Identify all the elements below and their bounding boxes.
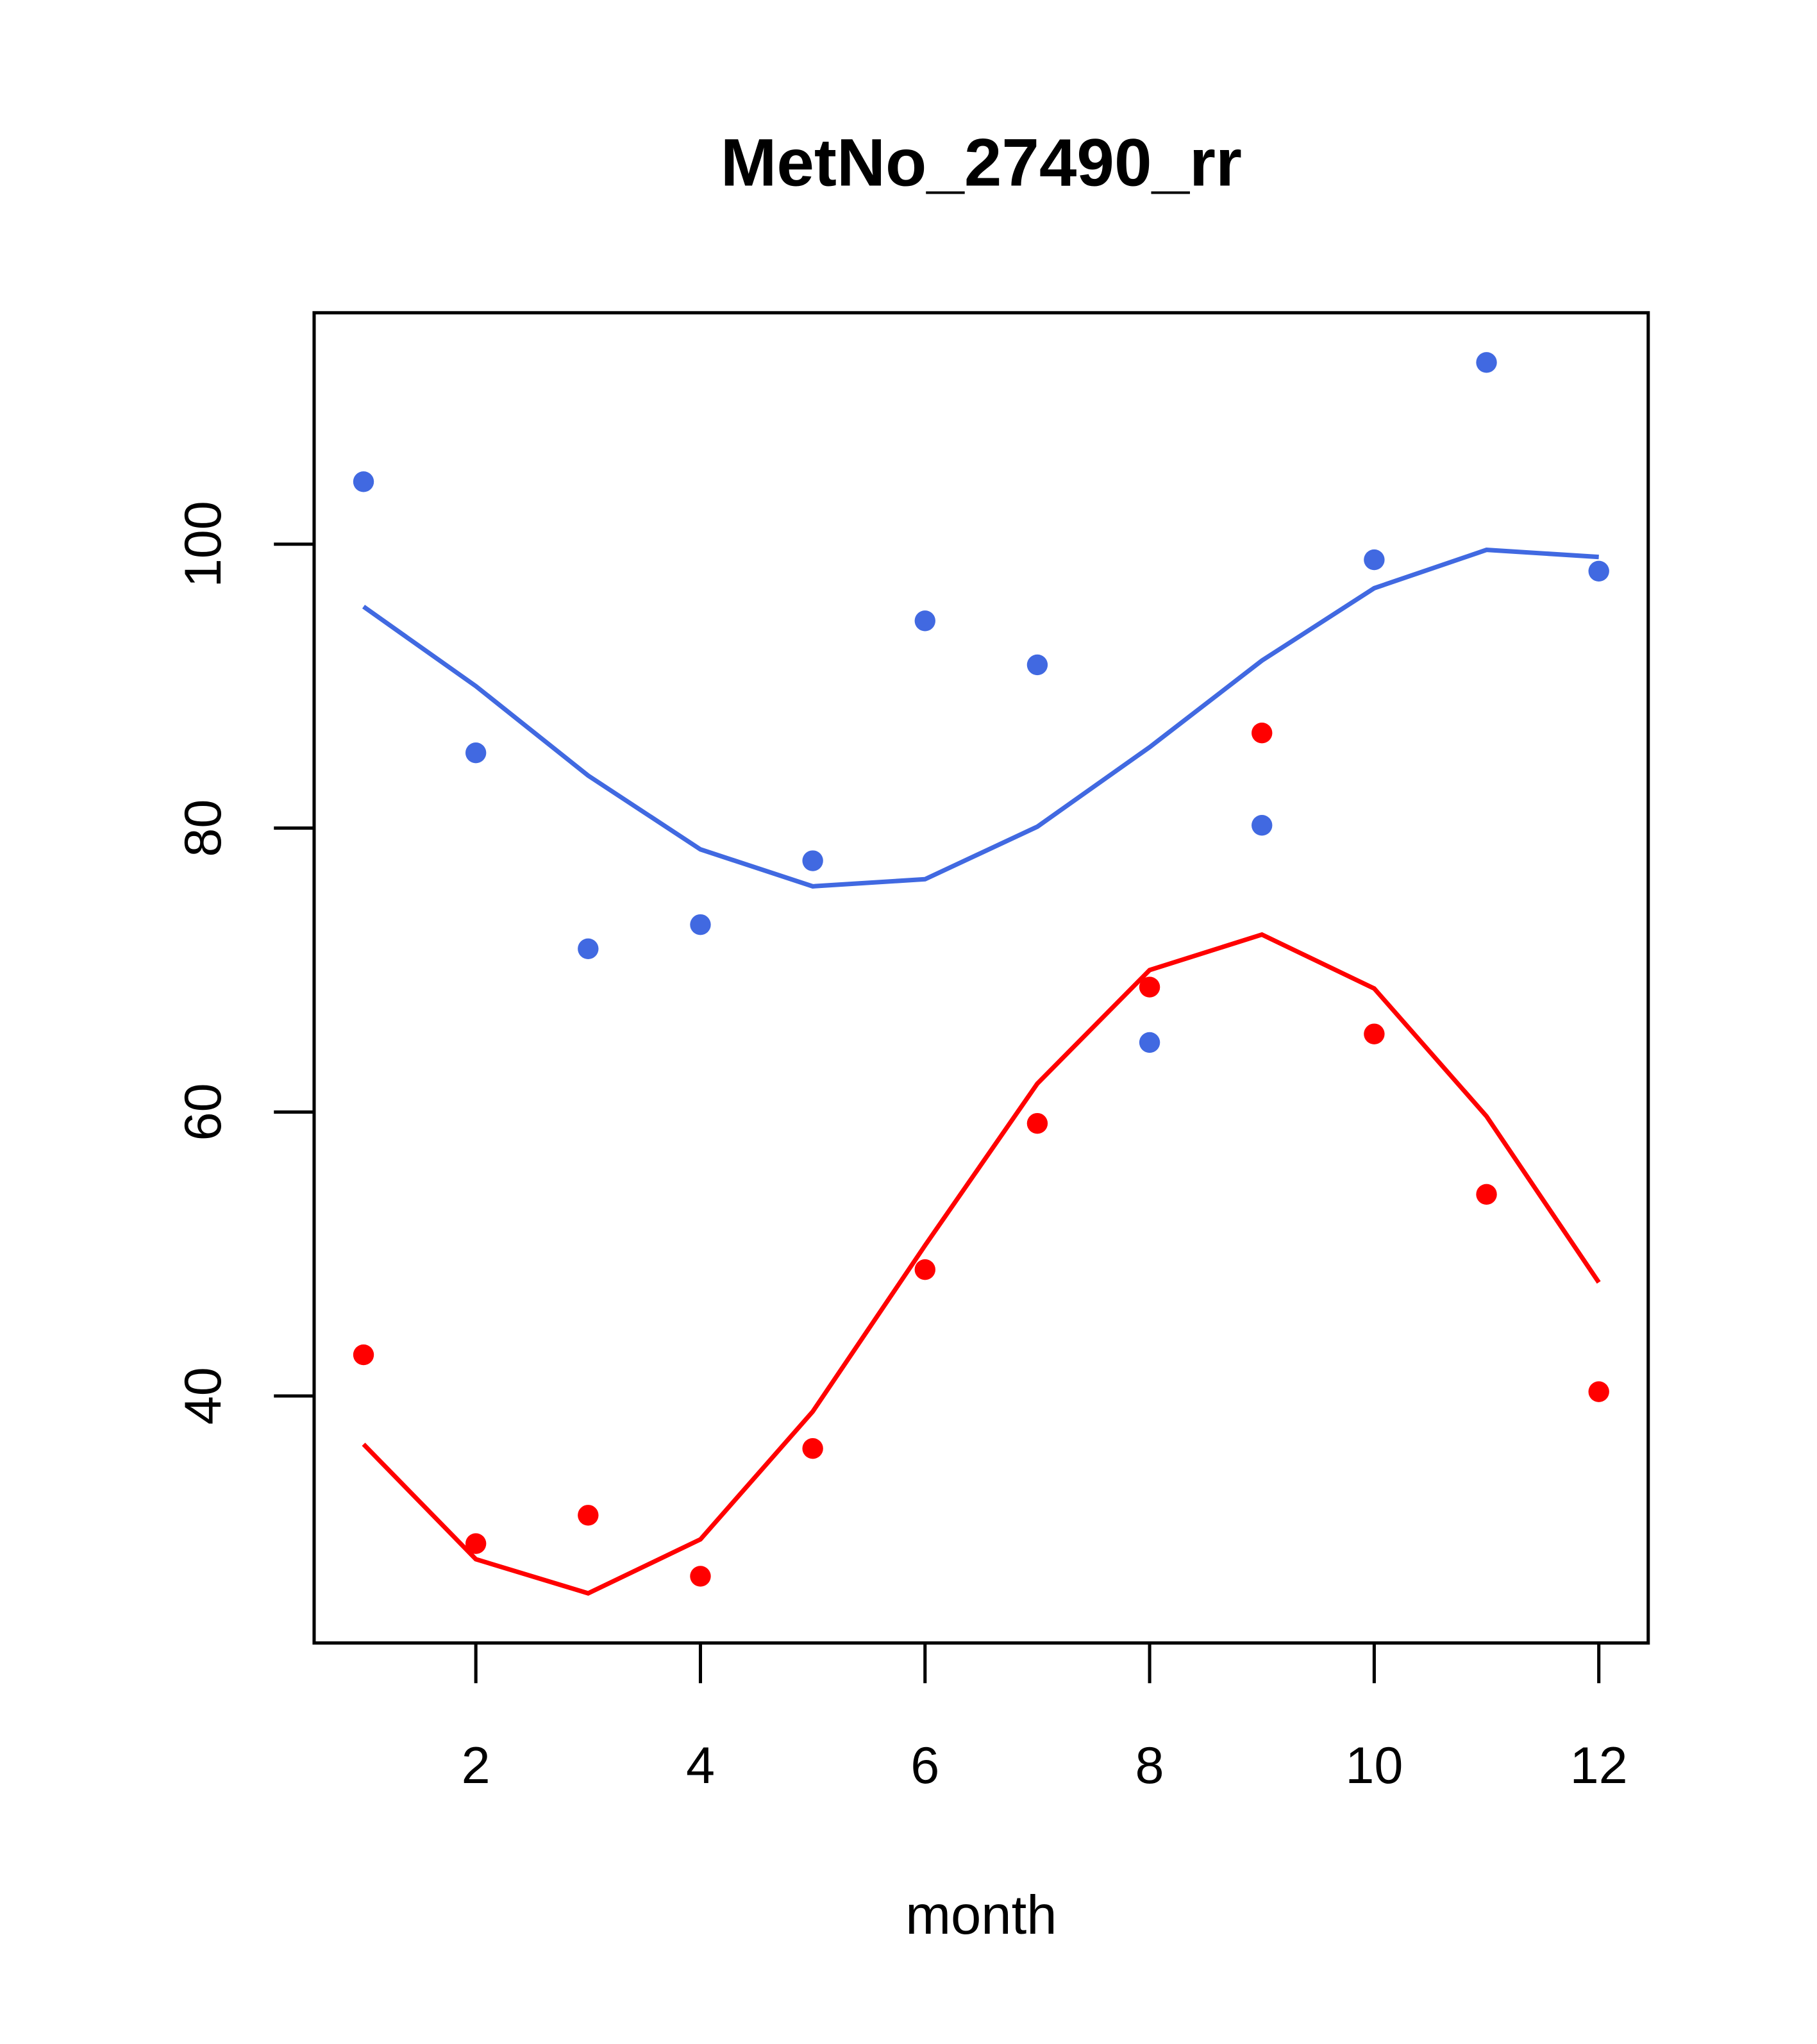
- red-points-point: [1139, 976, 1160, 998]
- blue-points-point: [1252, 814, 1273, 836]
- blue-points-point: [1588, 560, 1609, 582]
- y-tick-label: 100: [174, 501, 232, 587]
- y-tick-label: 80: [174, 800, 232, 857]
- blue-points-point: [353, 471, 374, 492]
- series-layer: [353, 352, 1609, 1596]
- red-points-point: [802, 1438, 823, 1459]
- red-points-point: [465, 1533, 487, 1554]
- x-tick-label: 10: [1345, 1737, 1403, 1795]
- x-axis: 2 4 6 8 10 12: [462, 1643, 1628, 1795]
- x-tick-label: 8: [1135, 1737, 1164, 1795]
- blue-points-point: [1476, 352, 1497, 373]
- blue-points-point: [914, 610, 935, 632]
- chart-title: MetNo_27490_rr: [721, 125, 1242, 200]
- red-points-point: [578, 1505, 599, 1526]
- blue-points-point: [465, 742, 487, 764]
- red-points-point: [1252, 723, 1273, 744]
- y-axis: 40 60 80 100: [174, 501, 314, 1425]
- red-points-point: [1364, 1023, 1385, 1044]
- red-points-point: [353, 1344, 374, 1366]
- y-tick-label: 40: [174, 1367, 232, 1425]
- red-points-point: [1476, 1184, 1497, 1205]
- x-tick-label: 6: [910, 1737, 939, 1795]
- red-line-series: [362, 932, 1601, 1596]
- blue-points-point: [802, 850, 823, 871]
- x-axis-label: month: [905, 1885, 1057, 1946]
- x-tick-label: 12: [1570, 1737, 1628, 1795]
- blue-points-point: [690, 914, 711, 935]
- red-points-point: [690, 1566, 711, 1587]
- x-tick-label: 4: [686, 1737, 715, 1795]
- red-points-point: [914, 1259, 935, 1280]
- y-tick-label: 60: [174, 1083, 232, 1141]
- x-tick-label: 2: [462, 1737, 490, 1795]
- plot-frame: [312, 311, 1650, 1645]
- red-points-point: [1588, 1381, 1609, 1402]
- red-points-point: [1026, 1112, 1048, 1134]
- blue-points-point: [1139, 1032, 1160, 1053]
- blue-points-point: [578, 938, 599, 959]
- blue-points-point: [1026, 654, 1048, 676]
- blue-points-point: [1364, 549, 1385, 571]
- blue-line-series: [362, 548, 1599, 889]
